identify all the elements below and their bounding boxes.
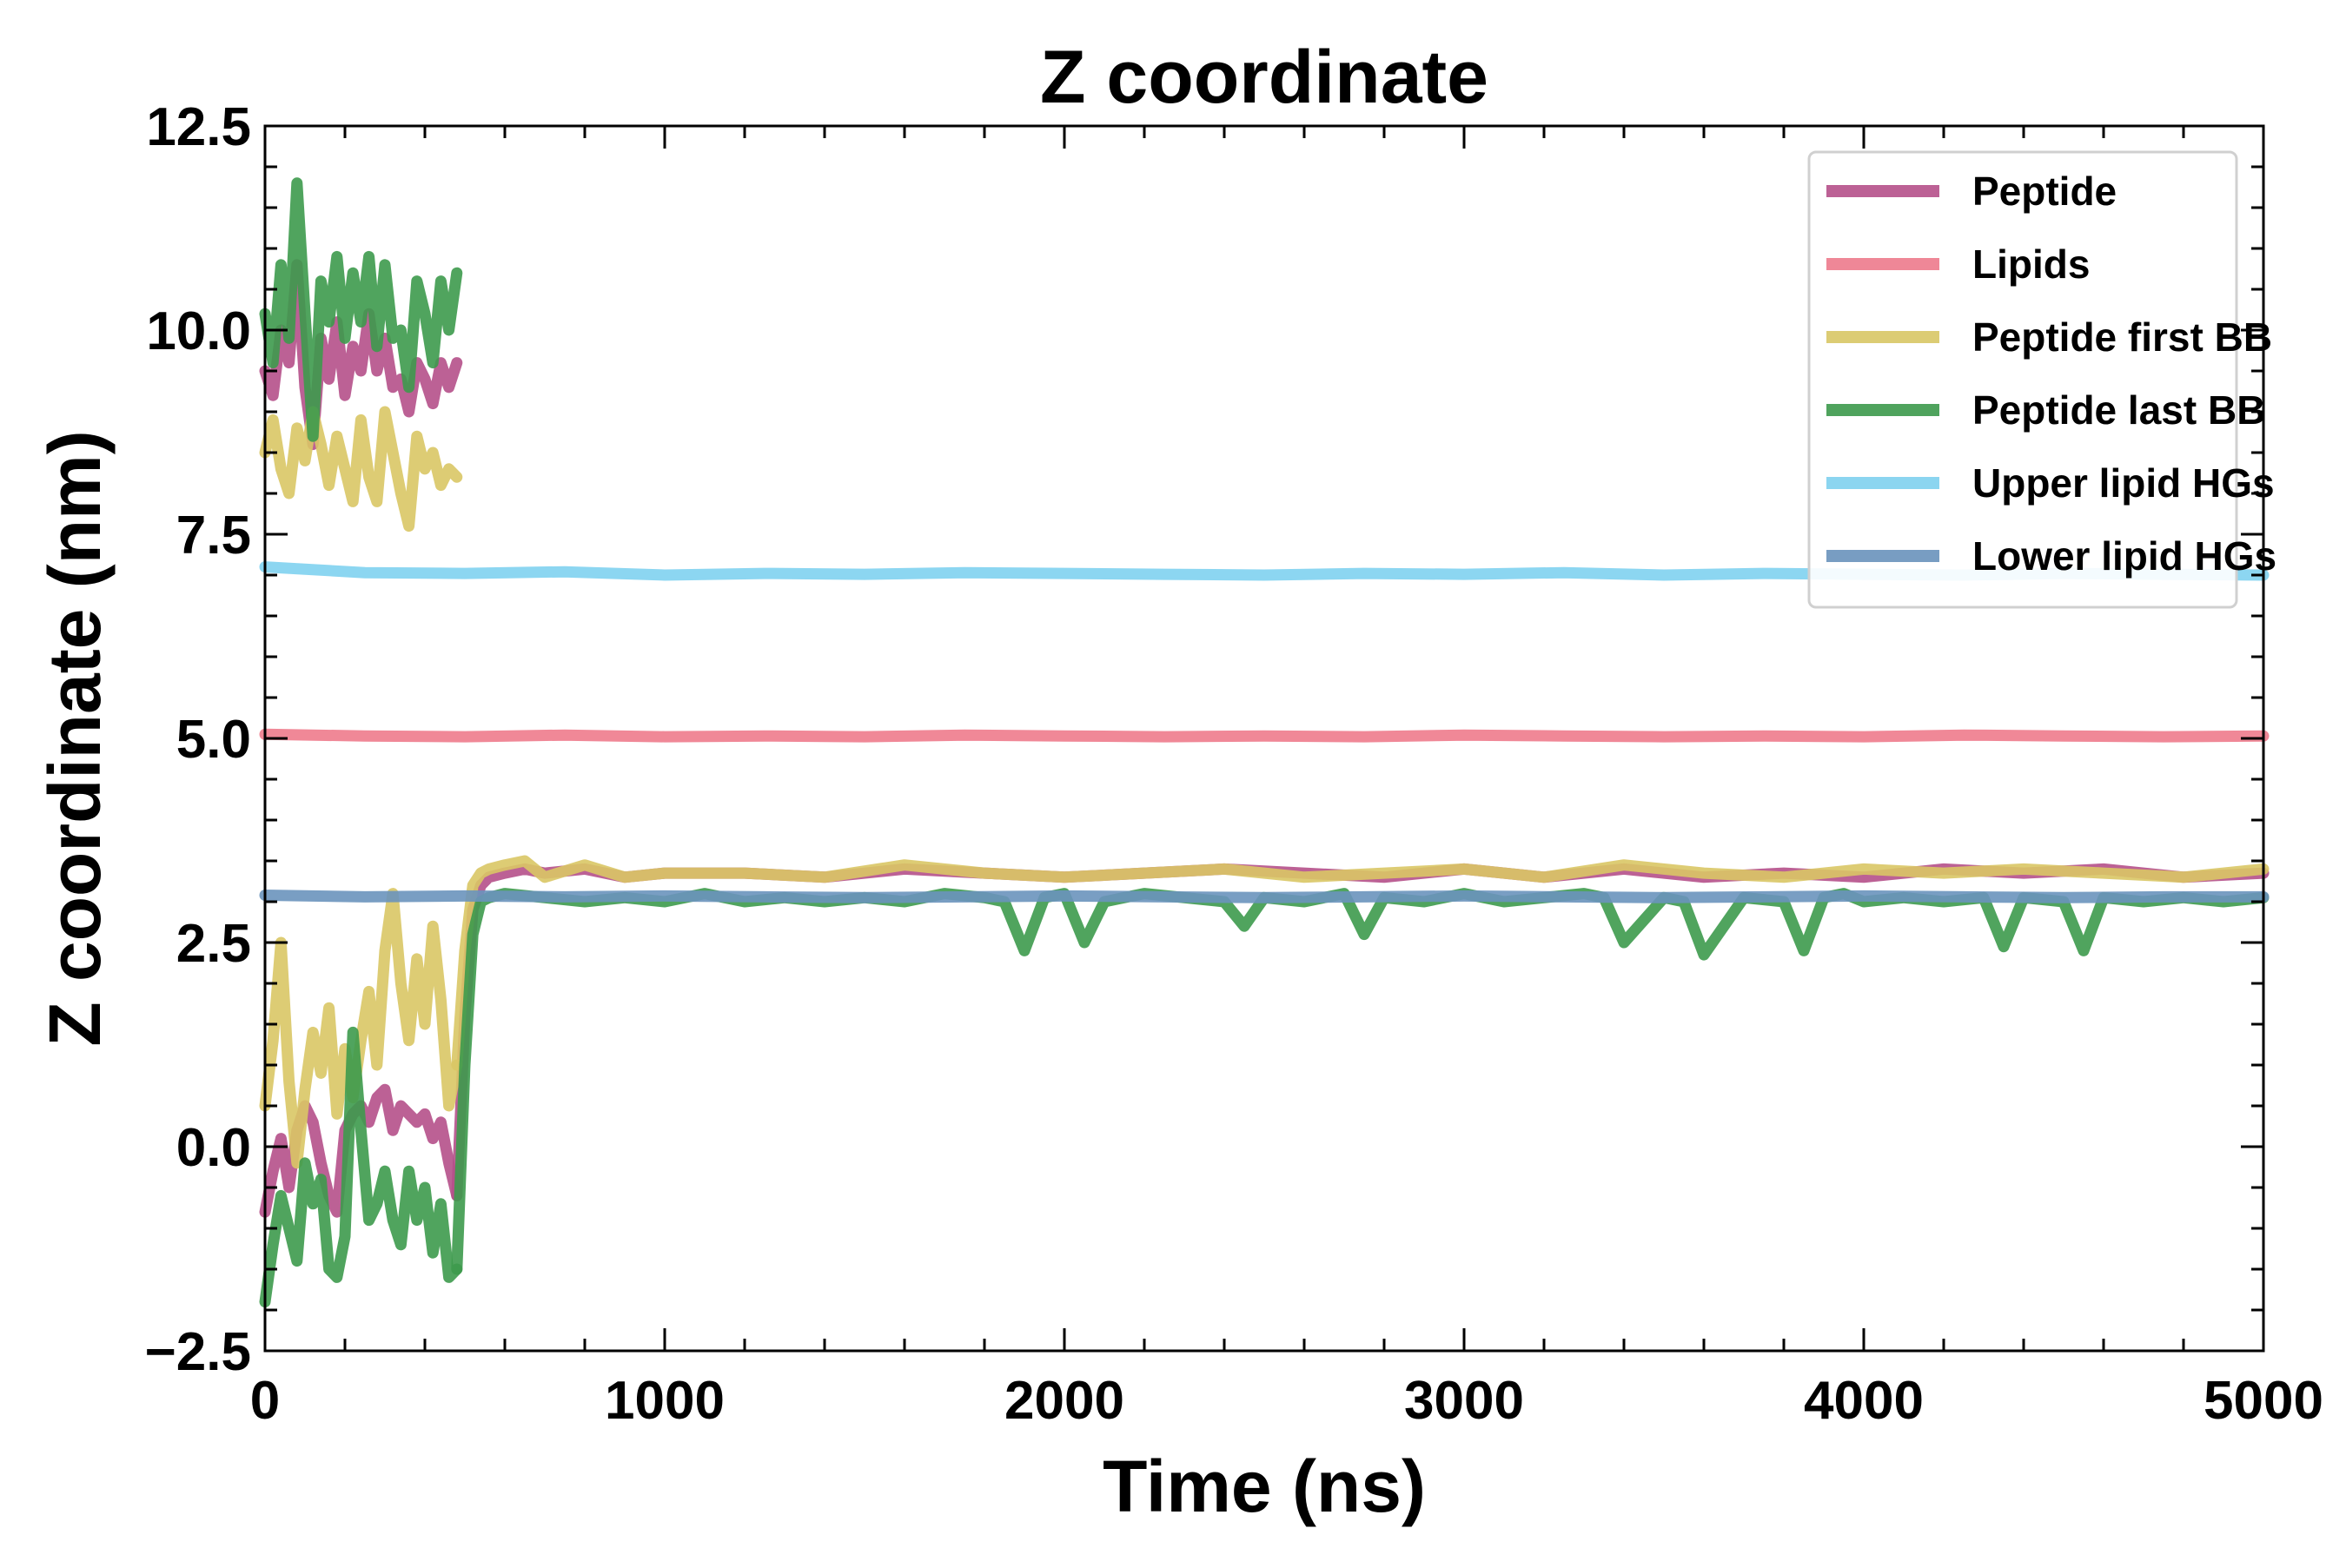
series-line-2-1 [259,888,463,1169]
series-line-2-0 [259,406,463,533]
y-tick-label: 2.5 [176,914,251,974]
series-line-3-0 [259,177,463,442]
series-line-3-1 [259,1026,463,1308]
series-line-1-0 [259,728,2270,743]
x-tick-label: 3000 [1404,1371,1524,1431]
legend-label: Peptide last BB [1972,387,2265,433]
legend: Peptide Lipids Peptide first BB Peptide las… [1807,150,2276,609]
legend-label: Peptide [1972,169,2117,214]
legend-label: Peptide first BB [1972,314,2272,360]
y-axis-title: Z coordinate (nm) [34,430,116,1046]
x-axis-title: Time (ns) [1103,1446,1426,1527]
y-tick-label: 10.0 [146,301,251,361]
legend-label: Lipids [1972,241,2090,287]
y-tick-label: −2.5 [145,1322,251,1382]
series-line-5-0 [259,890,2270,903]
x-tick-label: 1000 [605,1371,725,1431]
series-line-2-2 [451,855,2270,1071]
chart-title: Z coordinate [1040,36,1488,119]
y-tick-label: 0.0 [176,1118,251,1178]
axis-ticks [263,124,2265,1353]
legend-label: Upper lipid HGs [1972,460,2275,506]
y-tick-label: 12.5 [146,97,251,157]
x-tick-label: 5000 [2204,1371,2323,1431]
y-tick-label: 7.5 [176,506,251,566]
tick-labels: 0 1000 2000 3000 4000 5000 −2.5 0.0 2.5 5.0 7.5 10.… [145,97,2323,1431]
legend-label: Lower lipid HGs [1972,533,2276,579]
x-tick-label: 0 [250,1371,280,1431]
y-tick-label: 5.0 [176,710,251,770]
x-tick-label: 4000 [1804,1371,1924,1431]
x-tick-label: 2000 [1004,1371,1124,1431]
